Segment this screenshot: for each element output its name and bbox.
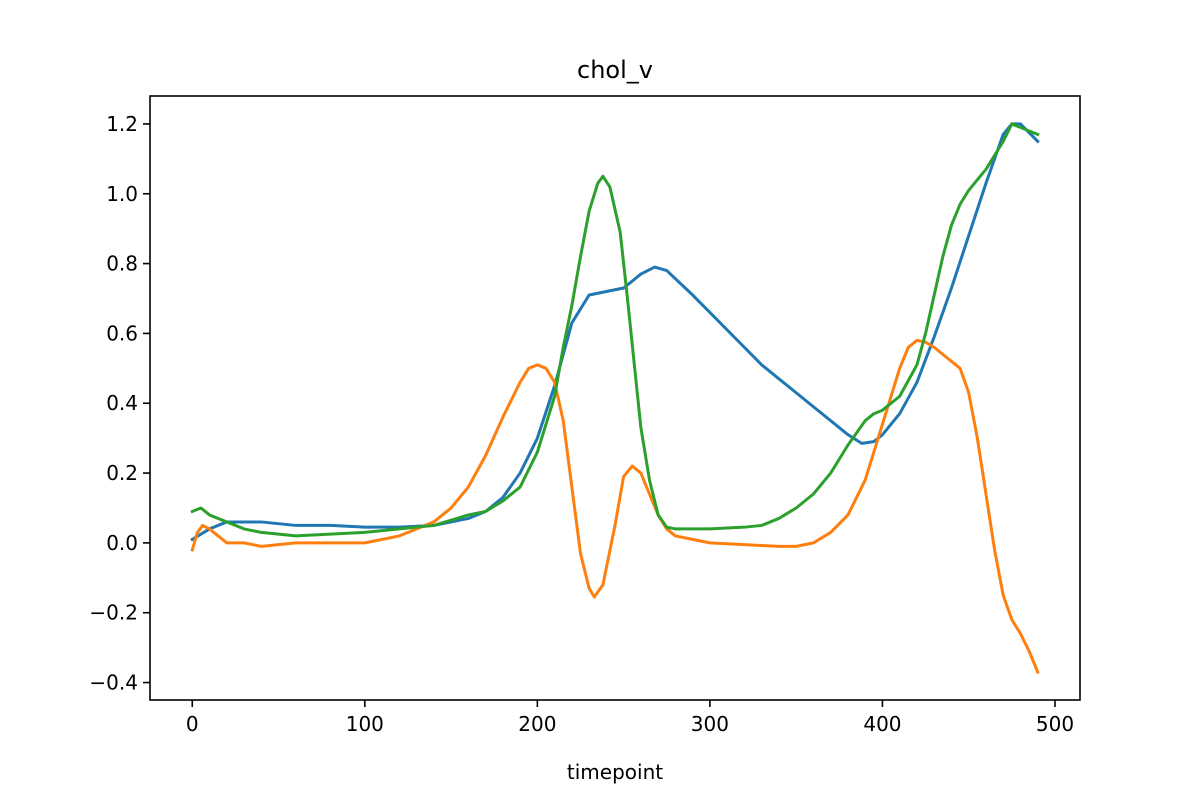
y-tick-label: 0.8 — [106, 252, 138, 276]
chart-title: chol_v — [577, 56, 653, 84]
x-tick-label: 0 — [186, 712, 199, 736]
plot-frame — [149, 95, 1081, 701]
y-tick-label: −0.4 — [89, 671, 138, 695]
x-tick-label: 200 — [518, 712, 556, 736]
series-line-2 — [190, 338, 1040, 675]
y-tick-label: −0.2 — [89, 601, 138, 625]
series-layer — [190, 122, 1040, 675]
x-axis: 0 100 200 300 400 500 — [186, 700, 1074, 736]
x-tick-label: 400 — [863, 712, 901, 736]
x-tick-label: 500 — [1036, 712, 1074, 736]
x-axis-label: timepoint — [567, 760, 663, 784]
series-line-1 — [190, 122, 1040, 542]
y-tick-label: 0.2 — [106, 461, 138, 485]
x-tick-label: 300 — [691, 712, 729, 736]
y-tick-label: 0.6 — [106, 321, 138, 345]
y-tick-label: 0.0 — [106, 531, 138, 555]
x-tick-label: 100 — [346, 712, 384, 736]
y-tick-label: 0.4 — [106, 391, 138, 415]
series-line-3 — [190, 122, 1040, 538]
y-tick-label: 1.2 — [106, 112, 138, 136]
y-axis: −0.4 −0.2 0.0 0.2 0.4 0.6 0.8 1.0 1.2 — [89, 112, 150, 695]
y-tick-label: 1.0 — [106, 182, 138, 206]
